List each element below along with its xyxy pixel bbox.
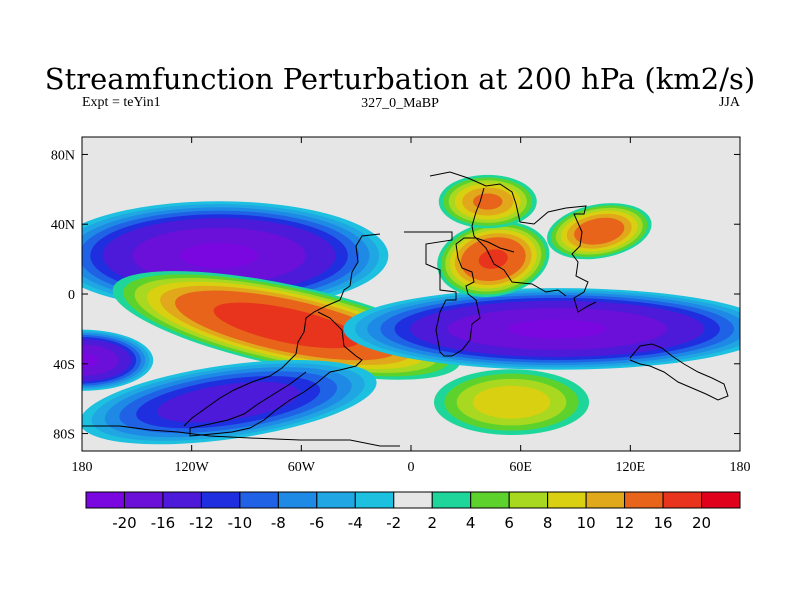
y-tick-label: 40N	[51, 218, 75, 233]
contour-feature	[547, 203, 652, 260]
colorbar-swatch	[123, 491, 164, 509]
coastline-australia	[629, 343, 729, 401]
contour-feature	[112, 271, 461, 380]
colorbar-swatch	[662, 491, 703, 509]
colorbar-label: 16	[654, 514, 673, 532]
contour-feature	[343, 288, 740, 370]
y-tick-label: 0	[68, 288, 75, 303]
contour-level	[478, 249, 508, 269]
coastline-antarctica	[82, 425, 400, 447]
colorbar-swatch	[85, 491, 125, 509]
x-tick-label: 60W	[288, 460, 316, 475]
contour-level	[472, 385, 551, 419]
contour-feature	[433, 369, 590, 436]
colorbar-swatch	[393, 491, 433, 509]
contour-level	[472, 193, 503, 210]
x-tick-label: 180	[730, 460, 751, 475]
colorbar-label: -4	[348, 514, 363, 532]
contour-field	[82, 174, 740, 445]
contour-feature	[82, 360, 377, 445]
colorbar-label: -20	[112, 514, 137, 532]
colorbar-swatch	[316, 491, 356, 509]
contour-level	[82, 344, 119, 376]
contour-level	[574, 217, 625, 245]
colorbar-label: 20	[692, 514, 711, 532]
contour-level	[180, 243, 258, 269]
contour-level	[213, 302, 360, 349]
x-tick-label: 120W	[175, 460, 210, 475]
y-tick-label: 40S	[53, 358, 75, 373]
coastline-asia-inner	[471, 187, 567, 297]
colorbar-label: 8	[543, 514, 553, 532]
contour-level	[508, 319, 607, 339]
colorbar-label: -6	[309, 514, 324, 532]
coastline-south-america	[189, 311, 363, 437]
colorbar-swatch	[547, 491, 587, 509]
colorbar-label: 6	[504, 514, 514, 532]
colorbar-label: -2	[386, 514, 401, 532]
colorbar-label: 4	[466, 514, 476, 532]
subtitle-right: JJA	[718, 95, 740, 110]
colorbar-swatch	[239, 491, 279, 509]
coastline-north-america	[183, 233, 381, 427]
contour-feature	[438, 174, 537, 229]
colorbar-label: -12	[189, 514, 214, 532]
y-tick-label: 80S	[53, 428, 75, 443]
x-tick-label: 120E	[616, 460, 646, 475]
colorbar-swatch	[701, 491, 741, 509]
colorbar-label: 10	[577, 514, 596, 532]
colorbar-label: -16	[151, 514, 176, 532]
colorbar-label: -10	[228, 514, 253, 532]
colorbar-swatch	[200, 491, 241, 509]
subtitle-center: 327_0_MaBP	[361, 96, 439, 111]
subtitle-left: Expt = teYin1	[82, 95, 161, 110]
contour-level	[156, 381, 300, 423]
colorbar-swatch	[354, 491, 395, 509]
coastlines	[82, 171, 729, 447]
contour-feature	[82, 329, 154, 391]
y-tick-label: 80N	[51, 148, 75, 163]
colorbar-swatch	[508, 491, 549, 509]
colorbar-swatch	[624, 491, 664, 509]
colorbar-label: 12	[615, 514, 634, 532]
colorbar-swatch	[585, 491, 626, 509]
coastline-africa	[404, 231, 515, 357]
x-tick-label: 180	[72, 460, 93, 475]
x-tick-label: 60E	[509, 460, 532, 475]
colorbar-swatch	[277, 491, 318, 509]
colorbar: -20 -16 -12 -10 -8 -6 -4 -2 2 4 6 8 10 12 16 20	[85, 491, 741, 532]
coastline-asia	[429, 171, 597, 313]
axes: 180 120W 60W 0 60E 120E 180 80N 40N 0 40S 80S	[51, 137, 751, 475]
x-tick-label: 0	[408, 460, 415, 475]
colorbar-swatch	[162, 491, 202, 509]
chart-title: Streamfunction Perturbation at 200 hPa (…	[44, 62, 756, 96]
contour-feature	[437, 221, 550, 298]
colorbar-swatch	[431, 491, 472, 509]
colorbar-swatch	[470, 491, 510, 509]
colorbar-label: -8	[271, 514, 286, 532]
colorbar-label: 2	[427, 514, 437, 532]
